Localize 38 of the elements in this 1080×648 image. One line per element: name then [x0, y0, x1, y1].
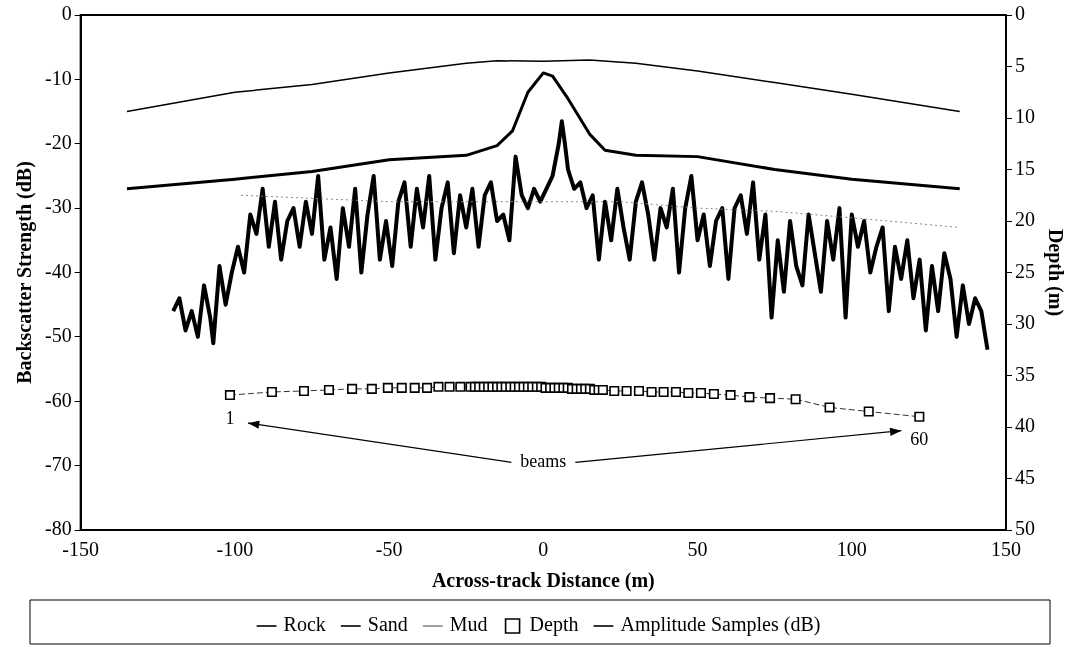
y2-tick-label: 10: [1015, 105, 1035, 128]
x-tick-label: -50: [375, 538, 403, 561]
y-tick-label: -20: [44, 131, 72, 153]
y2-tick-label: 40: [1015, 414, 1035, 437]
y-tick-label: -80: [44, 517, 72, 540]
x-tick-label: 150: [991, 538, 1021, 561]
y2-tick-label: 30: [1015, 311, 1035, 334]
x-tick-label: 0: [538, 538, 549, 561]
legend-label: Sand: [367, 613, 408, 636]
y2-tick-label: 50: [1015, 517, 1035, 540]
y2-axis-title: Depth (m): [1043, 228, 1067, 317]
y-tick-label: -50: [44, 324, 72, 347]
y2-tick-label: 20: [1015, 208, 1035, 231]
y2-tick-label: 15: [1015, 156, 1035, 179]
y2-tick-label: 35: [1015, 362, 1035, 385]
x-axis-title: Across-track Distance (m): [431, 569, 655, 593]
y2-tick-label: 25: [1015, 259, 1035, 282]
y2-tick-label: 0: [1015, 2, 1025, 25]
y-tick-label: -30: [44, 195, 72, 218]
y2-tick-label: 5: [1015, 53, 1025, 76]
y-tick-label: -70: [44, 452, 72, 475]
legend-label: Amplitude Samples (dB): [620, 613, 821, 637]
legend-label: Rock: [283, 613, 326, 636]
annotation: 60: [910, 429, 929, 450]
y-tick-label: -10: [44, 66, 72, 89]
legend-label: Depth: [529, 613, 579, 637]
annotation: beams: [520, 451, 567, 472]
x-tick-label: -150: [62, 538, 99, 561]
x-tick-label: 50: [687, 538, 708, 561]
annotation: 1: [225, 407, 235, 428]
y-axis-title: Backscatter Strength (dB): [13, 161, 37, 384]
y2-tick-label: 45: [1015, 465, 1035, 488]
y-tick-label: -60: [44, 388, 72, 411]
legend-label: Mud: [449, 613, 488, 636]
x-tick-label: -100: [216, 538, 254, 561]
x-tick-label: 100: [836, 538, 867, 561]
y-tick-label: 0: [61, 2, 72, 25]
y-tick-label: -40: [44, 259, 72, 282]
